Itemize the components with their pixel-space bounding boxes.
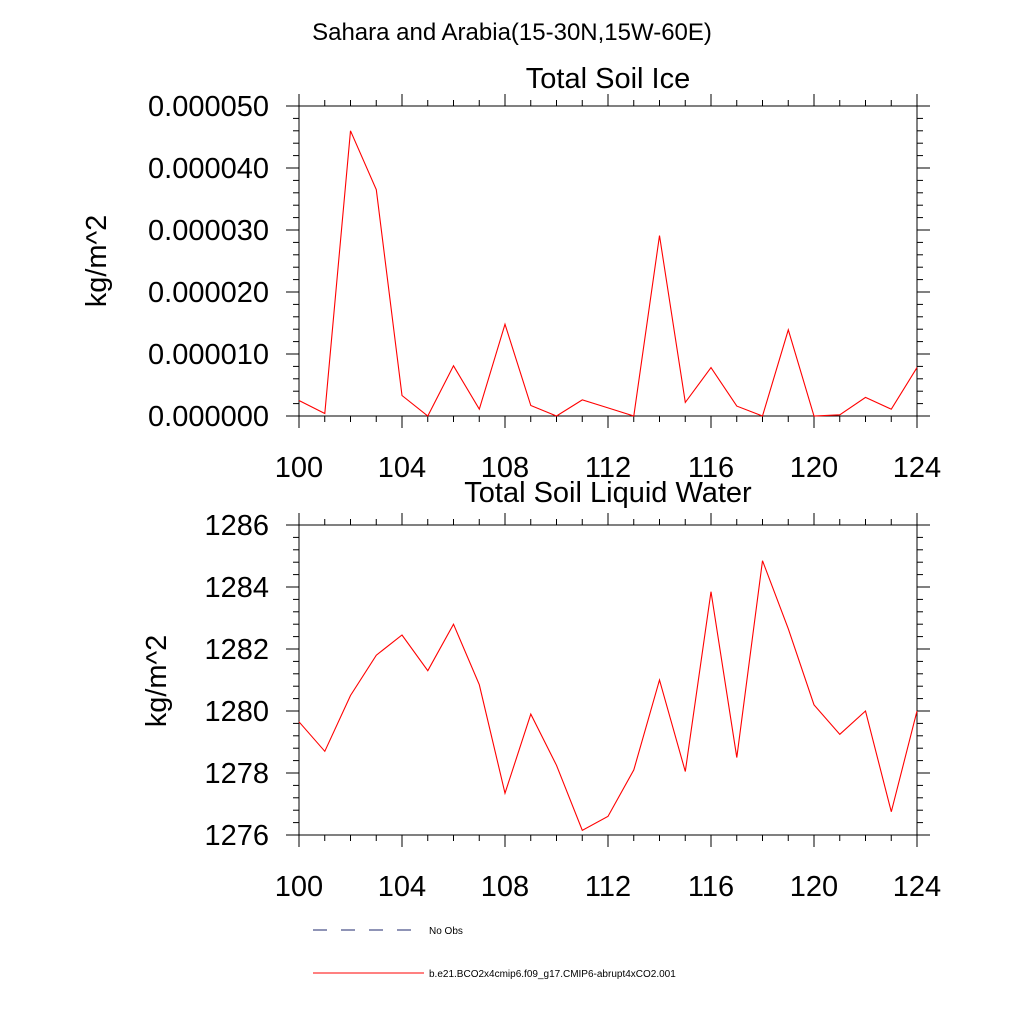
x-tick-label: 104 [378, 871, 426, 903]
x-tick-label: 124 [893, 871, 941, 903]
y-tick-label: 0.000050 [148, 91, 269, 123]
legend-label-model: b.e21.BCO2x4cmip6.f09_g17.CMIP6-abrupt4x… [429, 969, 676, 980]
y-tick-label: 0.000030 [148, 215, 269, 247]
x-tick-label: 112 [585, 871, 631, 903]
panel-title: Total Soil Ice [526, 63, 690, 95]
series-line [298, 560, 918, 832]
y-tick-label: 0.000000 [148, 401, 269, 433]
panel-title: Total Soil Liquid Water [464, 477, 752, 509]
y-axis-label: kg/m^2 [141, 635, 173, 728]
figure-title: Sahara and Arabia(15-30N,15W-60E) [312, 19, 712, 46]
x-tick-label: 100 [275, 871, 323, 903]
y-tick-label: 0.000040 [148, 153, 269, 185]
x-tick-label: 108 [481, 452, 529, 484]
x-tick-label: 112 [585, 452, 631, 484]
y-tick-label: 1276 [204, 820, 269, 852]
x-tick-label: 104 [378, 452, 426, 484]
y-tick-label: 1286 [204, 510, 269, 542]
y-tick-label: 1284 [204, 572, 269, 604]
x-tick-label: 116 [688, 871, 734, 903]
y-tick-label: 1282 [204, 634, 269, 666]
x-tick-label: 116 [688, 452, 734, 484]
plot-frame [298, 105, 918, 417]
legend-label-no-obs: No Obs [429, 926, 463, 937]
x-tick-label: 124 [893, 452, 941, 484]
legend: No Obs b.e21.BCO2x4cmip6.f09_g17.CMIP6-a… [313, 926, 676, 980]
x-tick-label: 100 [275, 452, 323, 484]
x-tick-label: 120 [790, 452, 838, 484]
y-tick-label: 1278 [204, 758, 269, 790]
panel-total-soil-ice: Total Soil Ice kg/m^2 100 104 108 112 116 120… [81, 63, 941, 484]
y-tick-label: 0.000010 [148, 339, 269, 371]
panel-total-soil-liquid-water: Total Soil Liquid Water kg/m^2 100 104 108… [141, 477, 941, 903]
y-tick-label: 0.000020 [148, 277, 269, 309]
plot-frame [298, 524, 918, 836]
y-tick-label: 1280 [204, 696, 269, 728]
x-tick-label: 108 [481, 871, 529, 903]
y-axis-label: kg/m^2 [81, 215, 113, 308]
series-line [298, 130, 918, 417]
x-tick-label: 120 [790, 871, 838, 903]
